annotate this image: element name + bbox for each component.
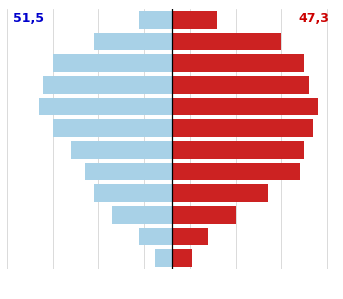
Bar xyxy=(172,33,281,50)
Bar xyxy=(172,249,192,267)
Bar xyxy=(172,163,299,180)
Text: 47,3: 47,3 xyxy=(299,12,330,25)
Bar xyxy=(155,249,172,267)
Bar xyxy=(140,228,172,245)
Bar xyxy=(52,119,172,137)
Bar xyxy=(85,163,172,180)
Bar xyxy=(44,76,172,94)
Bar xyxy=(94,184,172,202)
Bar xyxy=(39,98,172,115)
Bar xyxy=(112,206,172,224)
Bar xyxy=(172,54,304,72)
Bar xyxy=(172,206,236,224)
Bar xyxy=(52,54,172,72)
Bar xyxy=(172,228,208,245)
Bar xyxy=(172,119,313,137)
Bar xyxy=(172,11,217,29)
Bar xyxy=(94,33,172,50)
Bar xyxy=(172,98,318,115)
Bar xyxy=(140,11,172,29)
Legend: , : , xyxy=(153,296,190,299)
Text: 51,5: 51,5 xyxy=(13,12,45,25)
Bar xyxy=(172,141,304,159)
Bar xyxy=(172,184,268,202)
Bar xyxy=(71,141,172,159)
Bar xyxy=(172,76,309,94)
